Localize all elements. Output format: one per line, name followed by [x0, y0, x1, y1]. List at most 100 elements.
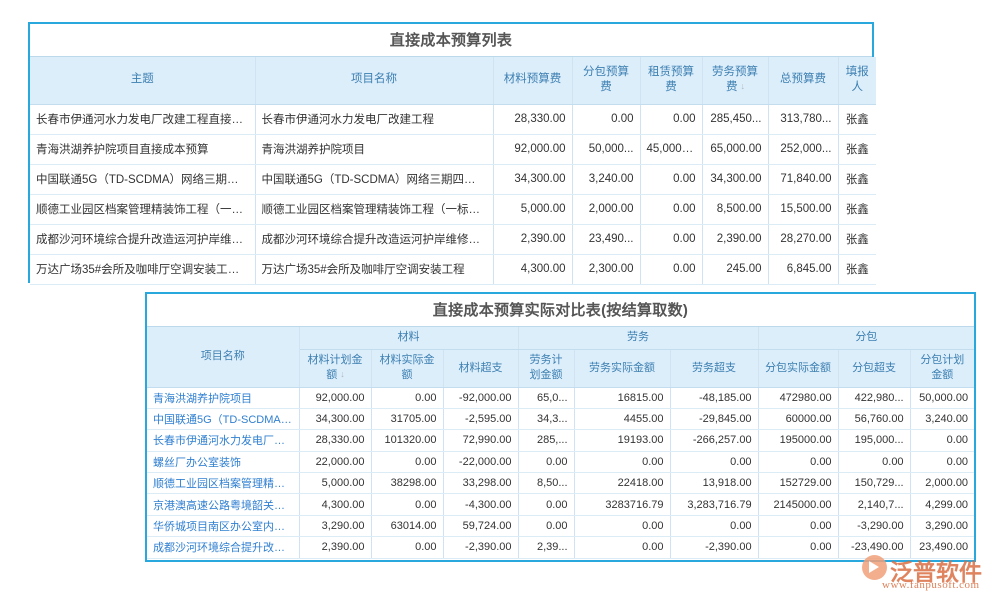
cell-subcontract-plan: 2,000.00: [910, 472, 975, 495]
col-header-material-budget[interactable]: 材料预算费: [493, 57, 573, 105]
cell-subject[interactable]: 成都沙河环境综合提升改造运河护岸维修改...: [30, 224, 256, 255]
group-header-material: 材料: [299, 327, 519, 350]
col-label: 总预算费: [780, 73, 826, 86]
table-row[interactable]: 成都沙河环境综合提升改造运河护岸维修改... 成都沙河环境综合提升改造运河护岸维修…: [30, 224, 876, 255]
cell-labor-plan: 2,39...: [518, 536, 575, 559]
cell-material-actual: 63014.00: [371, 515, 444, 538]
cell-material-overrun: -2,390.00: [443, 536, 519, 559]
cell-labor-overrun: -2,390.00: [670, 536, 759, 559]
cell-lease-budget: 0.00: [640, 224, 703, 255]
cell-reporter[interactable]: 张鑫: [838, 104, 876, 135]
col-header-subject[interactable]: 主题: [30, 57, 256, 105]
col-header-subcontract-overrun[interactable]: 分包超支: [838, 349, 911, 388]
col-label: 租赁预算费: [648, 65, 694, 94]
table-row[interactable]: 华侨城项目南区办公室内装修工程3,290.0063014.0059,724.00…: [147, 515, 975, 538]
cell-project-name[interactable]: 长春市伊通河水力发电厂改建工程: [255, 104, 494, 135]
col-header-material-overrun[interactable]: 材料超支: [443, 349, 519, 388]
table-row[interactable]: 青海洪湖养护院项目 92,000.00 0.00 -92,000.00 65,0... 1…: [147, 387, 975, 409]
col-header-labor-overrun[interactable]: 劳务超支: [670, 349, 759, 388]
cell-material-actual: 0.00: [371, 451, 444, 474]
col-header-labor-budget[interactable]: 劳务预算费 ↓: [702, 57, 769, 105]
cell-labor-overrun: 0.00: [670, 451, 759, 474]
cell-subcontract-actual: 152729.00: [758, 472, 839, 495]
table-row[interactable]: 长春市伊通河水力发电厂改建工程28,330.00101320.0072,990.…: [147, 429, 975, 452]
cell-material-budget: 34,300.00: [493, 164, 573, 195]
cell-material-overrun: 59,724.00: [443, 515, 519, 538]
cell-project-name[interactable]: 成都沙河环境综合提升改造运河护岸维修改造: [255, 224, 494, 255]
cell-material-overrun: 72,990.00: [443, 429, 519, 452]
cell-material-plan: 5,000.00: [299, 472, 372, 495]
cell-subcontract-overrun: -3,290.00: [838, 515, 911, 538]
cell-project-name[interactable]: 中国联通5G（TD-SCDMA）网络三期四川工程: [147, 408, 300, 431]
cell-subcontract-actual: 472980.00: [758, 387, 839, 409]
table-row[interactable]: 万达广场35#会所及咖啡厅空调安装工程工... 万达广场35#会所及咖啡厅空调安装…: [30, 254, 876, 285]
cell-subcontract-budget: 2,000.00: [572, 194, 641, 225]
cell-labor-overrun: -29,845.00: [670, 408, 759, 431]
cell-project-name[interactable]: 万达广场35#会所及咖啡厅空调安装工程: [255, 254, 494, 285]
col-header-total-budget[interactable]: 总预算费: [768, 57, 839, 105]
cell-project-name[interactable]: 顺德工业园区档案管理精装饰工程（一标段）: [255, 194, 494, 225]
cell-project-name[interactable]: 京港澳高速公路粤境韶关至广州互通路面改造中: [147, 493, 300, 516]
cell-subcontract-actual: 0.00: [758, 451, 839, 474]
col-header-lease-budget[interactable]: 租赁预算费: [640, 57, 703, 105]
cell-labor-actual: 0.00: [574, 515, 671, 538]
col-header-labor-actual[interactable]: 劳务实际金额: [574, 349, 671, 388]
table-row[interactable]: 京港澳高速公路粤境韶关至广州互通路面改造中4,300.000.00-4,300.…: [147, 493, 975, 516]
cell-project-name[interactable]: 华侨城项目南区办公室内装修工程: [147, 515, 300, 538]
cell-reporter[interactable]: 张鑫: [838, 194, 876, 225]
cell-material-budget: 4,300.00: [493, 254, 573, 285]
cell-labor-budget: 34,300.00: [702, 164, 769, 195]
cell-reporter[interactable]: 张鑫: [838, 134, 876, 165]
col-header-project[interactable]: 项目名称: [255, 57, 494, 105]
cell-total-budget: 252,000...: [768, 134, 839, 165]
sort-descending-icon[interactable]: ↓: [340, 369, 344, 379]
cell-project-name[interactable]: 螺丝厂办公室装饰: [147, 451, 300, 474]
cell-subject[interactable]: 长春市伊通河水力发电厂改建工程直接成本...: [30, 104, 256, 135]
budget-list-header: 主题 项目名称 材料预算费 分包预算费 租赁预算费 劳务预算费 ↓ 总预算费 填报…: [30, 57, 876, 105]
cell-material-plan: 3,290.00: [299, 515, 372, 538]
cell-project-name[interactable]: 顺德工业园区档案管理精装饰工程（一标段）: [147, 472, 300, 495]
cell-project-name[interactable]: 青海洪湖养护院项目: [255, 134, 494, 165]
cell-labor-plan: 34,3...: [518, 408, 575, 431]
cell-subject[interactable]: 青海洪湖养护院项目直接成本预算: [30, 134, 256, 165]
cell-labor-overrun: 0.00: [670, 515, 759, 538]
col-header-material-actual[interactable]: 材料实际金额: [371, 349, 444, 388]
cell-subject[interactable]: 中国联通5G（TD-SCDMA）网络三期四川...: [30, 164, 256, 195]
cell-project-name[interactable]: 长春市伊通河水力发电厂改建工程: [147, 429, 300, 452]
col-header-reporter[interactable]: 填报人: [838, 57, 876, 105]
cell-material-overrun: -22,000.00: [443, 451, 519, 474]
cell-lease-budget: 0.00: [640, 254, 703, 285]
table-row[interactable]: 成都沙河环境综合提升改造运河护岸维修改造2,390.000.00-2,390.0…: [147, 536, 975, 559]
table-row[interactable]: 顺德工业园区档案管理精装饰工程（一标段... 顺德工业园区档案管理精装饰工程（一标…: [30, 194, 876, 225]
cell-reporter[interactable]: 张鑫: [838, 164, 876, 195]
cell-material-budget: 92,000.00: [493, 134, 573, 165]
col-header-project-name[interactable]: 项目名称: [147, 327, 300, 388]
table-row[interactable]: 中国联通5G（TD-SCDMA）网络三期四川工程34,300.0031705.0…: [147, 408, 975, 431]
col-header-subcontract-plan[interactable]: 分包计划金额: [910, 349, 975, 388]
budget-list-title: 直接成本预算列表: [30, 24, 872, 57]
table-row[interactable]: 螺丝厂办公室装饰 22,000.00 0.00 -22,000.00 0.00 0.00 0…: [147, 451, 975, 474]
col-header-material-plan[interactable]: 材料计划金额 ↓: [299, 349, 372, 388]
cell-subject[interactable]: 万达广场35#会所及咖啡厅空调安装工程工...: [30, 254, 256, 285]
cell-project-name[interactable]: 成都沙河环境综合提升改造运河护岸维修改造: [147, 536, 300, 559]
cell-subcontract-actual: 195000.00: [758, 429, 839, 452]
cell-labor-plan: 0.00: [518, 493, 575, 516]
cell-labor-budget: 285,450...: [702, 104, 769, 135]
table-row[interactable]: 青海洪湖养护院项目直接成本预算 青海洪湖养护院项目 92,000.00 50,000.…: [30, 134, 876, 165]
col-header-subcontract-budget[interactable]: 分包预算费: [572, 57, 641, 105]
cell-material-budget: 28,330.00: [493, 104, 573, 135]
cell-material-actual: 0.00: [371, 387, 444, 409]
cell-project-name[interactable]: 中国联通5G（TD-SCDMA）网络三期四川工程: [255, 164, 494, 195]
table-row[interactable]: 长春市伊通河水力发电厂改建工程直接成本... 长春市伊通河水力发电厂改建工程 28,…: [30, 104, 876, 135]
col-header-subcontract-actual[interactable]: 分包实际金额: [758, 349, 839, 388]
cell-reporter[interactable]: 张鑫: [838, 254, 876, 285]
table-row[interactable]: 中国联通5G（TD-SCDMA）网络三期四川... 中国联通5G（TD-SCDMA…: [30, 164, 876, 195]
col-header-labor-plan[interactable]: 劳务计划金额: [518, 349, 575, 388]
cell-subject[interactable]: 顺德工业园区档案管理精装饰工程（一标段...: [30, 194, 256, 225]
cell-subcontract-actual: 0.00: [758, 515, 839, 538]
cell-project-name[interactable]: 青海洪湖养护院项目: [147, 387, 300, 409]
table-row[interactable]: 顺德工业园区档案管理精装饰工程（一标段）5,000.0038298.0033,2…: [147, 472, 975, 495]
sort-descending-icon[interactable]: ↓: [740, 81, 745, 92]
cell-reporter[interactable]: 张鑫: [838, 224, 876, 255]
cell-labor-plan: 0.00: [518, 451, 575, 474]
